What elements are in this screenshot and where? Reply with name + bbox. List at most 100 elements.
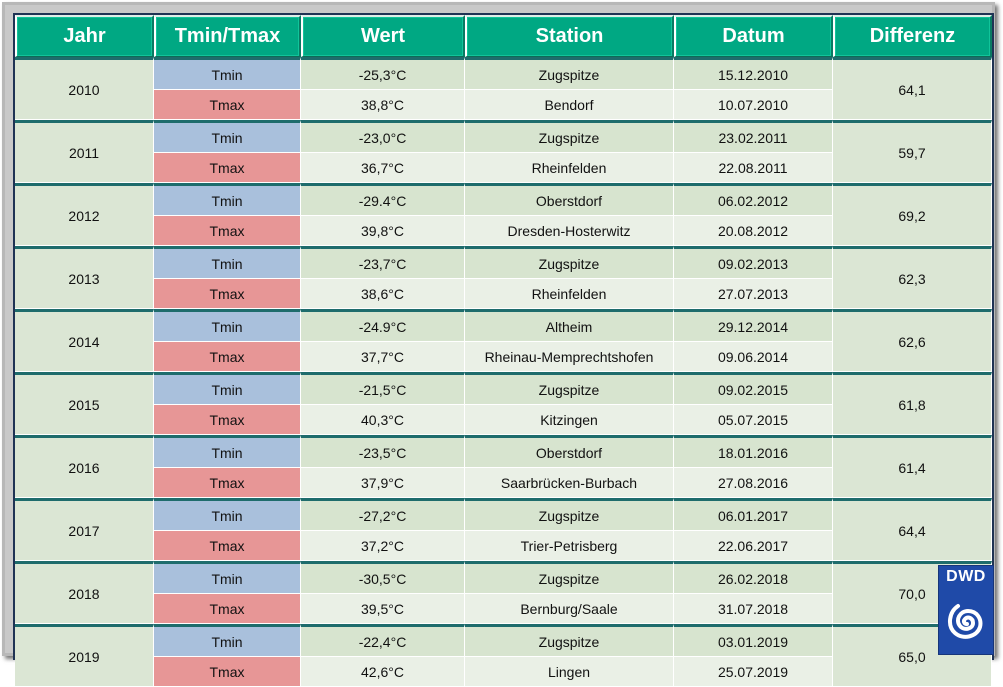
tmin-label-cell: Tmin bbox=[154, 435, 301, 468]
tmax-label-cell: Tmax bbox=[154, 594, 301, 624]
tmax-date-cell: 31.07.2018 bbox=[674, 594, 833, 624]
tmax-value-cell: 37,7°C bbox=[301, 342, 465, 372]
table-row: Tmax 39,5°C Bernburg/Saale 31.07.2018 bbox=[15, 594, 992, 624]
tmin-station-cell: Zugspitze bbox=[465, 372, 674, 405]
difference-cell: 61,8 bbox=[833, 372, 992, 435]
tmax-date-cell: 05.07.2015 bbox=[674, 405, 833, 435]
difference-cell: 61,4 bbox=[833, 435, 992, 498]
tmax-label-cell: Tmax bbox=[154, 153, 301, 183]
tmax-label-cell: Tmax bbox=[154, 90, 301, 120]
tmin-station-cell: Altheim bbox=[465, 309, 674, 342]
table-row: 2015 Tmin -21,5°C Zugspitze 09.02.2015 61,8 bbox=[15, 372, 992, 435]
tmin-value-cell: -21,5°C bbox=[301, 372, 465, 405]
tmin-date-cell: 29.12.2014 bbox=[674, 309, 833, 342]
tmin-label-cell: Tmin bbox=[154, 120, 301, 153]
year-cell: 2018 bbox=[15, 561, 154, 624]
difference-cell: 62,3 bbox=[833, 246, 992, 309]
header-station: Station bbox=[465, 15, 674, 57]
tmin-station-cell: Zugspitze bbox=[465, 246, 674, 279]
table-row: Tmax 39,8°C Dresden-Hosterwitz 20.08.2012 bbox=[15, 216, 992, 246]
table-row: Tmax 38,8°C Bendorf 10.07.2010 bbox=[15, 90, 992, 120]
tmin-station-cell: Zugspitze bbox=[465, 57, 674, 90]
tmin-value-cell: -25,3°C bbox=[301, 57, 465, 90]
tmax-date-cell: 20.08.2012 bbox=[674, 216, 833, 246]
tmin-station-cell: Zugspitze bbox=[465, 561, 674, 594]
logo-text: DWD bbox=[946, 568, 986, 585]
tmin-value-cell: -23,0°C bbox=[301, 120, 465, 153]
tmax-label-cell: Tmax bbox=[154, 216, 301, 246]
tmax-station-cell: Saarbrücken-Burbach bbox=[465, 468, 674, 498]
table-row: 2016 Tmin -23,5°C Oberstdorf 18.01.2016 61,4 bbox=[15, 435, 992, 498]
tmax-station-cell: Rheinau-Memprechtshofen bbox=[465, 342, 674, 372]
table-container: Jahr Tmin/Tmax Wert Station Datum Differ… bbox=[13, 13, 994, 687]
table-row: 2012 Tmin -29.4°C Oberstdorf 06.02.2012 69,2 bbox=[15, 183, 992, 246]
tmax-label-cell: Tmax bbox=[154, 531, 301, 561]
tmin-station-cell: Zugspitze bbox=[465, 498, 674, 531]
tmin-date-cell: 09.02.2015 bbox=[674, 372, 833, 405]
tmin-value-cell: -30,5°C bbox=[301, 561, 465, 594]
header-date: Datum bbox=[674, 15, 833, 57]
temperature-extremes-table: Jahr Tmin/Tmax Wert Station Datum Differ… bbox=[15, 15, 992, 687]
year-cell: 2011 bbox=[15, 120, 154, 183]
year-cell: 2013 bbox=[15, 246, 154, 309]
tmin-date-cell: 06.02.2012 bbox=[674, 183, 833, 216]
table-row: 2010 Tmin -25,3°C Zugspitze 15.12.2010 64,1 bbox=[15, 57, 992, 120]
year-cell: 2014 bbox=[15, 309, 154, 372]
tmin-date-cell: 06.01.2017 bbox=[674, 498, 833, 531]
tmin-date-cell: 03.01.2019 bbox=[674, 624, 833, 657]
tmin-value-cell: -24.9°C bbox=[301, 309, 465, 342]
tmax-date-cell: 09.06.2014 bbox=[674, 342, 833, 372]
tmax-date-cell: 10.07.2010 bbox=[674, 90, 833, 120]
header-year: Jahr bbox=[15, 15, 154, 57]
table-row: 2013 Tmin -23,7°C Zugspitze 09.02.2013 62,3 bbox=[15, 246, 992, 309]
tmin-value-cell: -23,7°C bbox=[301, 246, 465, 279]
tmin-value-cell: -29.4°C bbox=[301, 183, 465, 216]
tmax-station-cell: Dresden-Hosterwitz bbox=[465, 216, 674, 246]
table-row: Tmax 37,9°C Saarbrücken-Burbach 27.08.2016 bbox=[15, 468, 992, 498]
tmax-value-cell: 37,2°C bbox=[301, 531, 465, 561]
year-cell: 2016 bbox=[15, 435, 154, 498]
tmin-station-cell: Zugspitze bbox=[465, 120, 674, 153]
tmax-station-cell: Kitzingen bbox=[465, 405, 674, 435]
tmax-date-cell: 22.06.2017 bbox=[674, 531, 833, 561]
table-body: 2010 Tmin -25,3°C Zugspitze 15.12.2010 64,1 Tm… bbox=[15, 57, 992, 687]
tmax-label-cell: Tmax bbox=[154, 405, 301, 435]
tmin-label-cell: Tmin bbox=[154, 498, 301, 531]
tmin-label-cell: Tmin bbox=[154, 624, 301, 657]
tmax-value-cell: 37,9°C bbox=[301, 468, 465, 498]
difference-cell: 64,1 bbox=[833, 57, 992, 120]
tmin-value-cell: -23,5°C bbox=[301, 435, 465, 468]
year-cell: 2010 bbox=[15, 57, 154, 120]
tmax-value-cell: 39,5°C bbox=[301, 594, 465, 624]
header-value: Wert bbox=[301, 15, 465, 57]
table-row: 2019 Tmin -22,4°C Zugspitze 03.01.2019 65,0 bbox=[15, 624, 992, 687]
tmin-value-cell: -22,4°C bbox=[301, 624, 465, 657]
tmin-station-cell: Zugspitze bbox=[465, 624, 674, 657]
table-row: 2018 Tmin -30,5°C Zugspitze 26.02.2018 70,0 bbox=[15, 561, 992, 624]
table-row: 2017 Tmin -27,2°C Zugspitze 06.01.2017 64,4 bbox=[15, 498, 992, 561]
tmax-value-cell: 40,3°C bbox=[301, 405, 465, 435]
tmin-label-cell: Tmin bbox=[154, 246, 301, 279]
tmax-value-cell: 38,6°C bbox=[301, 279, 465, 309]
tmin-date-cell: 23.02.2011 bbox=[674, 120, 833, 153]
year-cell: 2015 bbox=[15, 372, 154, 435]
dwd-spiral-icon bbox=[948, 604, 983, 639]
tmax-station-cell: Bernburg/Saale bbox=[465, 594, 674, 624]
difference-cell: 62,6 bbox=[833, 309, 992, 372]
year-cell: 2019 bbox=[15, 624, 154, 687]
tmin-value-cell: -27,2°C bbox=[301, 498, 465, 531]
dwd-logo: DWD bbox=[938, 565, 994, 655]
tmax-value-cell: 38,8°C bbox=[301, 90, 465, 120]
tmax-label-cell: Tmax bbox=[154, 468, 301, 498]
tmin-station-cell: Oberstdorf bbox=[465, 183, 674, 216]
tmin-date-cell: 18.01.2016 bbox=[674, 435, 833, 468]
year-cell: 2017 bbox=[15, 498, 154, 561]
header-type: Tmin/Tmax bbox=[154, 15, 301, 57]
table-row: Tmax 40,3°C Kitzingen 05.07.2015 bbox=[15, 405, 992, 435]
tmax-label-cell: Tmax bbox=[154, 279, 301, 309]
tmin-date-cell: 09.02.2013 bbox=[674, 246, 833, 279]
difference-cell: 64,4 bbox=[833, 498, 992, 561]
tmax-date-cell: 22.08.2011 bbox=[674, 153, 833, 183]
